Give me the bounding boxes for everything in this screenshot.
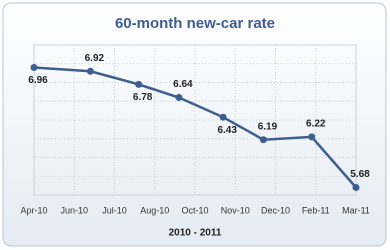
point <box>352 184 360 191</box>
point <box>259 136 267 144</box>
data-label: 6.96 <box>28 75 48 86</box>
point <box>308 133 316 141</box>
x-tick-label: Aug-10 <box>140 205 169 215</box>
x-tick-label: Apr-10 <box>20 205 47 215</box>
data-label: 6.64 <box>173 79 193 90</box>
chart-title: 60-month new-car rate <box>115 15 275 32</box>
x-tick-label: Jul-10 <box>102 205 127 215</box>
point <box>135 80 143 88</box>
panel <box>2 2 387 247</box>
x-tick-label: Jun-10 <box>60 205 88 215</box>
x-tick-label: Feb-11 <box>302 205 330 215</box>
point <box>30 64 38 71</box>
x-axis-label: 2010 - 2011 <box>169 228 222 239</box>
data-label: 6.43 <box>217 125 237 136</box>
point <box>219 113 227 121</box>
point <box>175 94 183 101</box>
x-tick-label: Dec-10 <box>261 205 290 215</box>
data-label: 6.22 <box>306 119 326 130</box>
x-tick-label: Mar-11 <box>342 205 370 215</box>
point <box>86 67 94 75</box>
x-tick-label: Nov-10 <box>221 205 250 215</box>
data-label: 6.19 <box>258 121 278 132</box>
x-tick-label: Oct-10 <box>181 205 208 215</box>
data-label: 5.68 <box>350 169 370 180</box>
data-label: 6.78 <box>133 92 153 103</box>
line <box>33 66 357 189</box>
data-label: 6.92 <box>85 53 105 64</box>
